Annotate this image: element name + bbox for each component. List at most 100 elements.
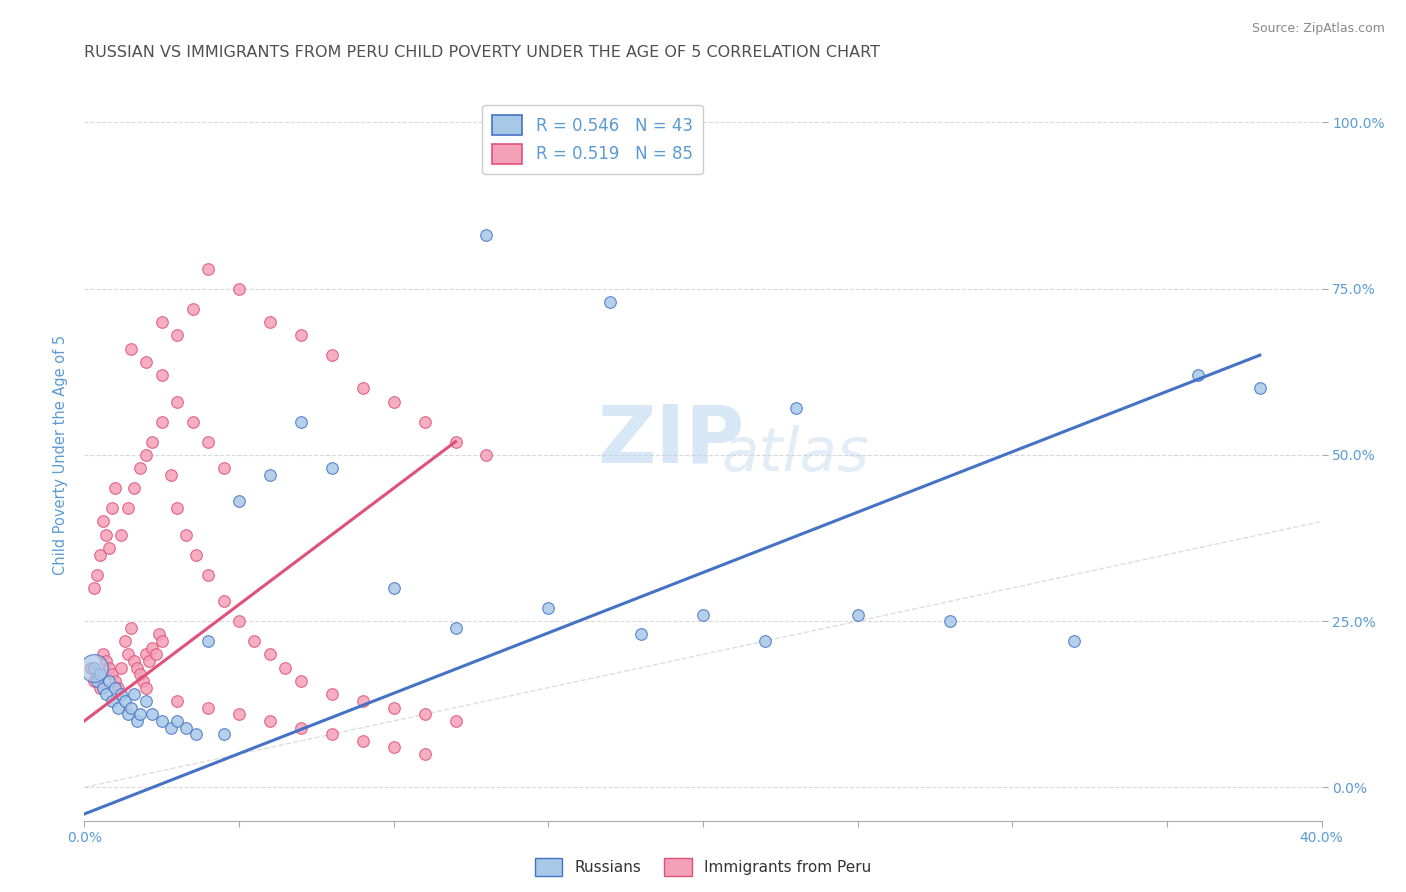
- Point: [444, 714, 467, 728]
- Point: [413, 415, 436, 429]
- Point: [145, 648, 167, 662]
- Point: [135, 681, 157, 695]
- Point: [150, 315, 173, 329]
- Point: [1063, 634, 1085, 648]
- Point: [135, 694, 157, 708]
- Point: [91, 648, 114, 662]
- Point: [181, 301, 204, 316]
- Point: [160, 467, 183, 482]
- Point: [197, 634, 219, 648]
- Point: [141, 707, 163, 722]
- Point: [785, 401, 807, 416]
- Point: [537, 600, 560, 615]
- Point: [754, 634, 776, 648]
- Point: [114, 634, 136, 648]
- Point: [176, 721, 198, 735]
- Point: [939, 614, 962, 628]
- Point: [1187, 368, 1209, 383]
- Text: ZIP: ZIP: [598, 401, 745, 479]
- Point: [141, 434, 163, 449]
- Point: [166, 714, 188, 728]
- Point: [150, 415, 173, 429]
- Point: [212, 594, 235, 608]
- Point: [122, 687, 145, 701]
- Point: [243, 634, 266, 648]
- Point: [117, 501, 139, 516]
- Point: [197, 261, 219, 276]
- Point: [290, 415, 312, 429]
- Point: [290, 328, 312, 343]
- Point: [274, 661, 297, 675]
- Point: [148, 627, 170, 641]
- Point: [125, 714, 148, 728]
- Point: [86, 667, 108, 681]
- Point: [117, 707, 139, 722]
- Point: [184, 727, 207, 741]
- Point: [444, 621, 467, 635]
- Point: [181, 415, 204, 429]
- Point: [382, 394, 405, 409]
- Point: [107, 700, 129, 714]
- Point: [166, 501, 188, 516]
- Point: [86, 673, 108, 688]
- Point: [110, 527, 132, 541]
- Point: [135, 355, 157, 369]
- Legend: Russians, Immigrants from Peru: Russians, Immigrants from Peru: [529, 852, 877, 882]
- Point: [228, 282, 250, 296]
- Point: [122, 654, 145, 668]
- Point: [104, 681, 127, 695]
- Point: [138, 654, 160, 668]
- Point: [89, 667, 111, 681]
- Point: [89, 548, 111, 562]
- Point: [125, 661, 148, 675]
- Text: Source: ZipAtlas.com: Source: ZipAtlas.com: [1251, 22, 1385, 36]
- Point: [98, 673, 121, 688]
- Point: [91, 681, 114, 695]
- Point: [166, 394, 188, 409]
- Point: [101, 667, 124, 681]
- Point: [212, 727, 235, 741]
- Point: [259, 315, 281, 329]
- Point: [94, 654, 117, 668]
- Point: [122, 481, 145, 495]
- Point: [846, 607, 869, 622]
- Point: [228, 494, 250, 508]
- Point: [321, 687, 343, 701]
- Point: [110, 687, 132, 701]
- Point: [382, 581, 405, 595]
- Point: [120, 700, 142, 714]
- Point: [91, 515, 114, 529]
- Point: [1249, 381, 1271, 395]
- Point: [352, 734, 374, 748]
- Point: [79, 661, 101, 675]
- Point: [599, 295, 621, 310]
- Point: [83, 581, 105, 595]
- Point: [110, 661, 132, 675]
- Point: [129, 667, 152, 681]
- Point: [382, 740, 405, 755]
- Text: atlas: atlas: [721, 425, 869, 484]
- Point: [83, 673, 105, 688]
- Point: [382, 700, 405, 714]
- Point: [160, 721, 183, 735]
- Point: [692, 607, 714, 622]
- Point: [290, 721, 312, 735]
- Point: [259, 714, 281, 728]
- Point: [444, 434, 467, 449]
- Point: [150, 634, 173, 648]
- Point: [228, 707, 250, 722]
- Point: [120, 621, 142, 635]
- Point: [129, 707, 152, 722]
- Point: [83, 661, 105, 675]
- Point: [228, 614, 250, 628]
- Point: [630, 627, 652, 641]
- Point: [413, 747, 436, 761]
- Point: [117, 648, 139, 662]
- Point: [94, 687, 117, 701]
- Point: [259, 648, 281, 662]
- Y-axis label: Child Poverty Under the Age of 5: Child Poverty Under the Age of 5: [53, 334, 69, 575]
- Point: [104, 673, 127, 688]
- Point: [184, 548, 207, 562]
- Point: [135, 648, 157, 662]
- Text: RUSSIAN VS IMMIGRANTS FROM PERU CHILD POVERTY UNDER THE AGE OF 5 CORRELATION CHA: RUSSIAN VS IMMIGRANTS FROM PERU CHILD PO…: [84, 45, 880, 60]
